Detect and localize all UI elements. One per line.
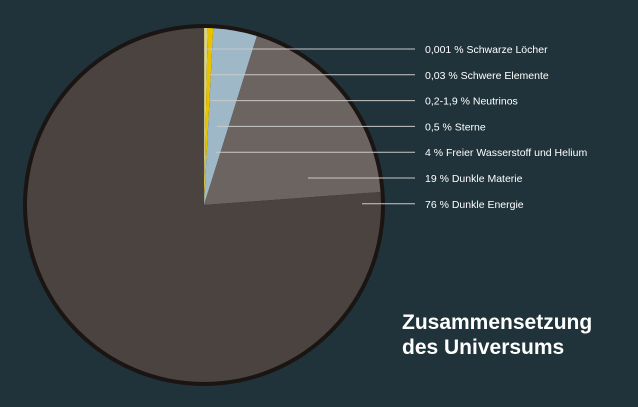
slice-label-3: 0,2-1,9 % Neutrinos: [425, 96, 518, 108]
pie-slice-4: [204, 28, 214, 206]
chart-title: Zusammensetzung des Universums: [402, 310, 632, 360]
pie-slice-3: [204, 28, 208, 205]
pie-slices: [26, 28, 381, 382]
chart-title-line-2: des Universums: [402, 336, 565, 359]
chart-title-line-1: Zusammensetzung: [402, 311, 593, 334]
leader-lines: [204, 48, 415, 205]
slice-label-1: 0,001 % Schwarze Löcher: [425, 44, 548, 56]
pie-slice-6: [204, 36, 381, 205]
pie-slice-7: [26, 28, 381, 382]
slice-label-4: 0,5 % Sterne: [425, 121, 486, 133]
pie-slice-5: [204, 28, 257, 206]
slice-label-2: 0,03 % Schwere Elemente: [425, 70, 549, 82]
slice-labels: 0,001 % Schwarze Löcher 0,03 % Schwere El…: [425, 44, 587, 211]
slice-label-6: 19 % Dunkle Materie: [425, 173, 523, 185]
slice-label-7: 76 % Dunkle Energie: [425, 199, 524, 211]
slice-label-5: 4 % Freier Wasserstoff und Helium: [425, 147, 587, 159]
